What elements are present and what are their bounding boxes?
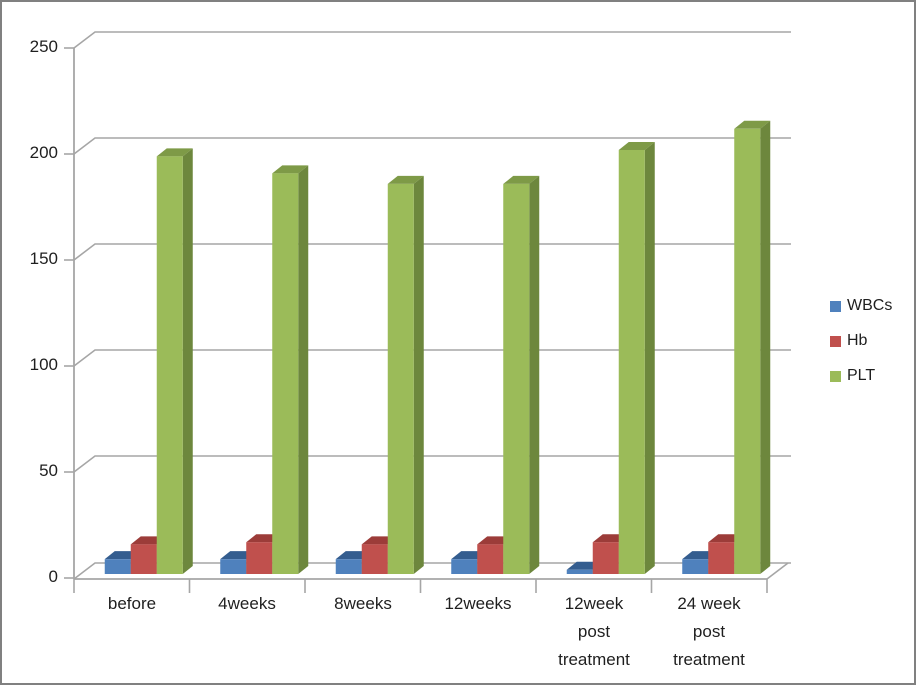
bar-plt-2-top <box>387 175 424 184</box>
legend-swatch-plt <box>830 370 841 382</box>
y-axis-label: 0 <box>48 567 58 586</box>
gridline-100 <box>73 349 791 367</box>
bar-plt-3 <box>503 183 530 575</box>
y-axis-label: 150 <box>29 249 58 268</box>
legend-item-hb[interactable]: Hb <box>830 332 892 350</box>
bar-plt-0 <box>156 156 183 575</box>
bar-hb-3 <box>477 544 504 574</box>
bar-wbcs-0 <box>104 559 131 574</box>
floor-back-edge <box>73 562 791 580</box>
x-axis-label-24-week-post-treatment: 24 week post treatment <box>673 594 745 669</box>
gridline-200 <box>73 137 791 155</box>
gridline-150 <box>73 243 791 261</box>
bar-hb-5 <box>708 542 735 574</box>
bar-plt-5 <box>734 128 761 575</box>
x-axis-label-12weeks: 12weeks <box>444 594 512 613</box>
bar-plt-0-side <box>182 148 193 575</box>
bar-plt-4 <box>618 150 645 574</box>
bar-wbcs-1 <box>220 559 247 574</box>
legend: WBCs Hb PLT <box>830 297 892 402</box>
bar-hb-4 <box>592 542 619 574</box>
y-axis-label: 100 <box>29 355 58 374</box>
bar-wbcs-4 <box>566 569 593 574</box>
bar-hb-1 <box>246 542 273 574</box>
legend-label-plt: PLT <box>847 367 876 384</box>
y-axis-label: 250 <box>29 37 58 56</box>
bar-plt-4-top <box>618 142 655 150</box>
legend-swatch-wbcs <box>830 300 841 312</box>
bar-hb-0 <box>130 544 157 574</box>
bar-plt-2-side <box>413 175 424 575</box>
bar-plt-1-side <box>298 165 309 574</box>
x-axis-label-4weeks: 4weeks <box>218 594 276 613</box>
legend-item-plt[interactable]: PLT <box>830 367 892 385</box>
bar-hb-2 <box>361 544 388 574</box>
bar-plt-5-side <box>760 120 771 575</box>
x-axis-label-12week-post-treatment: 12week post treatment <box>558 594 630 669</box>
legend-label-wbcs: WBCs <box>847 297 893 314</box>
gridline-50 <box>73 455 791 473</box>
bar-wbcs-3 <box>451 559 478 574</box>
legend-label-hb: Hb <box>847 332 868 349</box>
legend-swatch-hb <box>830 335 841 347</box>
bar-wbcs-2 <box>335 559 362 574</box>
bar-plt-2 <box>387 183 414 575</box>
x-axis-label-before: before <box>107 594 157 613</box>
gridline-250 <box>73 31 791 49</box>
legend-item-wbcs[interactable]: WBCs <box>830 297 892 315</box>
floor-right-edge <box>766 562 789 580</box>
bar-plt-3-top <box>503 175 540 184</box>
bar-plt-5-top <box>734 120 771 129</box>
bar-plt-0-top <box>156 148 193 157</box>
y-axis-label: 50 <box>39 461 58 480</box>
x-axis-label-8weeks: 8weeks <box>334 594 392 613</box>
bar-plt-4-side <box>644 142 655 574</box>
bar-plt-1 <box>272 173 299 574</box>
y-axis-label: 200 <box>29 143 58 162</box>
bar-wbcs-5 <box>682 559 709 574</box>
bar-plt-1-top <box>272 165 309 174</box>
bar-plt-3-side <box>529 175 540 575</box>
